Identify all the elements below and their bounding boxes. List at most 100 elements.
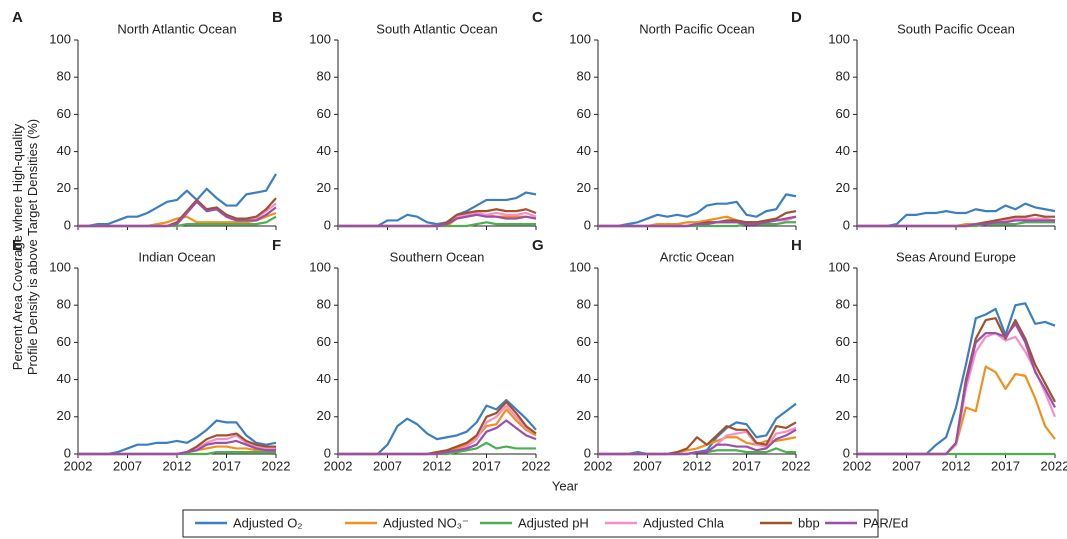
legend-label: Adjusted Chla [643, 515, 725, 530]
y-tick-label: 0 [64, 445, 71, 460]
panel-label: D [791, 9, 802, 26]
panel-label: C [532, 9, 543, 26]
y-tick-label: 60 [317, 334, 331, 349]
y-tick-label: 80 [836, 297, 850, 312]
panel-title: South Atlantic Ocean [376, 21, 497, 36]
y-tick-label: 100 [828, 259, 850, 274]
legend-label: Adjusted pH [518, 515, 589, 530]
series-line [857, 302, 1056, 456]
y-tick-label: 40 [57, 371, 71, 386]
y-tick-label: 20 [836, 408, 850, 423]
y-tick-label: 0 [843, 445, 850, 460]
y-tick-label: 80 [57, 69, 71, 84]
y-axis-label: Percent Area Coverage where High-quality… [10, 119, 40, 375]
y-tick-label: 80 [57, 297, 71, 312]
y-tick-label: 0 [843, 217, 850, 232]
x-tick-label: 2012 [683, 458, 712, 473]
y-tick-label: 40 [836, 143, 850, 158]
y-tick-label: 0 [324, 217, 331, 232]
y-tick-label: 100 [828, 31, 850, 46]
y-tick-label: 20 [57, 180, 71, 195]
x-axis-label: Year [552, 478, 579, 493]
x-tick-label: 2022 [522, 458, 551, 473]
series-line [338, 191, 537, 228]
panel-title: North Atlantic Ocean [117, 21, 236, 36]
y-tick-label: 60 [577, 106, 591, 121]
legend-label: PAR/Ed [863, 515, 908, 530]
y-tick-label: 20 [317, 408, 331, 423]
x-tick-label: 2007 [892, 458, 921, 473]
panel-title: North Pacific Ocean [639, 21, 755, 36]
x-tick-label: 2017 [212, 458, 241, 473]
y-tick-label: 100 [309, 259, 331, 274]
y-tick-label: 40 [57, 143, 71, 158]
y-tick-label: 40 [836, 371, 850, 386]
y-tick-label: 0 [584, 445, 591, 460]
x-tick-label: 2002 [843, 458, 872, 473]
y-tick-label: 100 [309, 31, 331, 46]
panel-title: Seas Around Europe [896, 249, 1016, 264]
series-line [338, 213, 537, 228]
y-tick-label: 40 [577, 143, 591, 158]
panel-label: B [272, 9, 283, 26]
y-tick-label: 0 [324, 445, 331, 460]
y-tick-label: 80 [836, 69, 850, 84]
x-tick-label: 2017 [991, 458, 1020, 473]
panel-label: G [532, 237, 544, 254]
series-line [338, 419, 537, 456]
series-line [78, 200, 277, 228]
x-tick-label: 2002 [324, 458, 353, 473]
x-tick-label: 2012 [163, 458, 192, 473]
y-tick-label: 80 [577, 69, 591, 84]
series-line [78, 439, 276, 456]
y-tick-label: 60 [577, 334, 591, 349]
legend-box [182, 509, 879, 538]
x-tick-label: 2002 [64, 458, 93, 473]
series-line [598, 428, 797, 456]
x-tick-label: 2017 [472, 458, 501, 473]
panel-title: Southern Ocean [390, 249, 485, 264]
series-line [598, 215, 797, 228]
y-tick-label: 80 [317, 297, 331, 312]
y-tick-label: 20 [577, 408, 591, 423]
legend-label: bbp [798, 515, 820, 530]
y-tick-label: 60 [317, 106, 331, 121]
y-tick-label: 20 [57, 408, 71, 423]
x-tick-label: 2017 [732, 458, 761, 473]
x-tick-label: 2022 [262, 458, 291, 473]
series-line [78, 173, 277, 228]
x-tick-label: 2007 [113, 458, 142, 473]
y-tick-label: 80 [577, 297, 591, 312]
series-line [598, 193, 797, 228]
y-tick-label: 60 [836, 106, 850, 121]
x-tick-label: 2022 [782, 458, 811, 473]
y-tick-label: 60 [836, 334, 850, 349]
y-tick-label: 0 [584, 217, 591, 232]
y-tick-label: 40 [317, 371, 331, 386]
y-tick-label: 40 [317, 143, 331, 158]
y-tick-label: 80 [317, 69, 331, 84]
x-tick-label: 2002 [584, 458, 613, 473]
y-tick-label: 100 [569, 31, 591, 46]
y-tick-label: 100 [49, 31, 71, 46]
panel-title: South Pacific Ocean [897, 21, 1015, 36]
panel-label: A [12, 9, 23, 26]
panel-label: F [272, 237, 281, 254]
legend-label: Adjusted NO₃⁻ [383, 515, 469, 530]
panel-title: Arctic Ocean [660, 249, 734, 264]
x-tick-label: 2007 [373, 458, 402, 473]
y-tick-label: 20 [577, 180, 591, 195]
x-tick-label: 2012 [942, 458, 971, 473]
series-line [857, 317, 1056, 456]
y-tick-label: 0 [64, 217, 71, 232]
panel-label: H [791, 237, 802, 254]
y-tick-label: 20 [836, 180, 850, 195]
panel-title: Indian Ocean [138, 249, 215, 264]
y-tick-label: 20 [317, 180, 331, 195]
y-tick-label: 100 [569, 259, 591, 274]
x-tick-label: 2022 [1041, 458, 1067, 473]
series-line [857, 219, 1055, 228]
panel-label: E [12, 237, 22, 254]
x-tick-label: 2012 [423, 458, 452, 473]
